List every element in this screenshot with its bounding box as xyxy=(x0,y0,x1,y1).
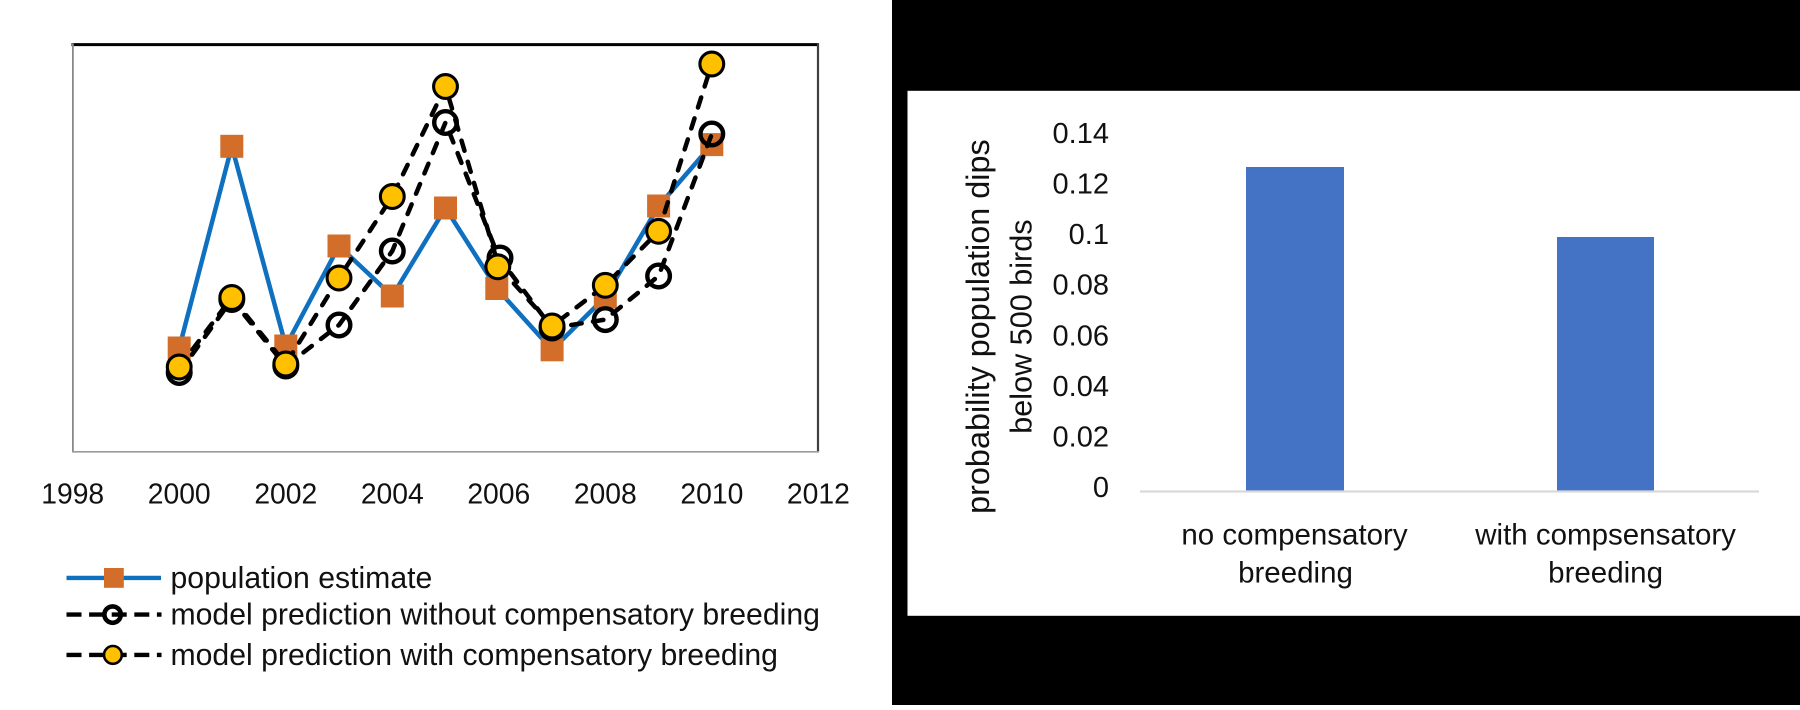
svg-text:0.1: 0.1 xyxy=(1069,219,1109,251)
svg-text:0.04: 0.04 xyxy=(1053,371,1109,403)
svg-text:0: 0 xyxy=(1093,472,1109,504)
svg-text:2012: 2012 xyxy=(787,478,850,510)
svg-text:2000: 2000 xyxy=(148,478,211,510)
svg-text:population estimate: population estimate xyxy=(171,562,433,595)
svg-text:2004: 2004 xyxy=(361,478,424,510)
svg-text:0.06: 0.06 xyxy=(1053,320,1109,352)
svg-text:1998: 1998 xyxy=(41,478,104,510)
svg-text:model prediction without compe: model prediction without compensatory br… xyxy=(171,599,820,632)
svg-text:2008: 2008 xyxy=(574,478,637,510)
svg-text:2010: 2010 xyxy=(680,478,743,510)
svg-text:below 500 birds: below 500 birds xyxy=(1005,219,1039,433)
svg-text:2002: 2002 xyxy=(254,478,317,510)
svg-text:breeding: breeding xyxy=(1548,557,1663,590)
svg-text:0.14: 0.14 xyxy=(1053,118,1109,150)
svg-text:2006: 2006 xyxy=(467,478,530,510)
svg-text:breeding: breeding xyxy=(1238,557,1353,590)
svg-text:probability population dips: probability population dips xyxy=(960,139,996,514)
svg-text:0.02: 0.02 xyxy=(1053,422,1109,454)
svg-text:model prediction with compensa: model prediction with compensatory breed… xyxy=(171,639,778,672)
svg-text:0.12: 0.12 xyxy=(1053,169,1109,201)
svg-text:no compensatory: no compensatory xyxy=(1181,519,1408,552)
svg-text:0.08: 0.08 xyxy=(1053,270,1109,302)
svg-text:with compsensatory: with compsensatory xyxy=(1474,519,1736,552)
